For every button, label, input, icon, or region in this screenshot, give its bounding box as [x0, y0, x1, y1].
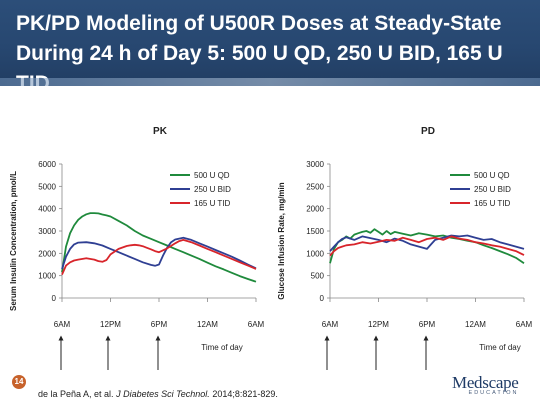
- pk-series-2-line: [61, 236, 257, 270]
- pk-x-tick-label: 6AM: [54, 320, 71, 329]
- pk-x-tick-label: 6AM: [248, 320, 265, 329]
- citation: de la Peña A, et al. J Diabetes Sci Tech…: [38, 389, 278, 399]
- pk-y-tick-label: 6000: [38, 160, 56, 169]
- title-banner: PK/PD Modeling of U500R Doses at Steady-…: [0, 0, 540, 95]
- pd-y-tick-label: 500: [311, 272, 325, 281]
- pk-y-tick-label: 0: [52, 294, 57, 303]
- citation-volume: 2014;8:821-829.: [212, 389, 278, 399]
- pk-y-tick-label: 5000: [38, 182, 56, 191]
- pd-x-tick-label: 6AM: [516, 320, 533, 329]
- pk-legend-label-3: 165 U TID: [194, 199, 231, 208]
- citation-journal: J Diabetes Sci Technol.: [116, 389, 210, 399]
- slide-number: 14: [12, 375, 26, 389]
- pd-y-tick-label: 2500: [306, 182, 324, 191]
- pk-legend-label-2: 250 U BID: [194, 185, 231, 194]
- pd-series-2-line: [329, 234, 525, 252]
- pk-x-tick-label: 6PM: [151, 320, 168, 329]
- pd-legend-label-3: 165 U TID: [474, 199, 511, 208]
- medscape-logo: Medscape EDUCATION: [452, 373, 519, 396]
- pd-x-tick-label: 6PM: [419, 320, 436, 329]
- pk-x-tick-label: 12AM: [197, 320, 218, 329]
- logo-subtitle: EDUCATION: [468, 390, 519, 396]
- pk-y-tick-label: 4000: [38, 205, 56, 214]
- pk-series-3-line: [61, 238, 257, 275]
- banner-stripe: [0, 78, 540, 86]
- citation-authors: de la Peña A, et al.: [38, 389, 114, 399]
- pk-y-tick-label: 2000: [38, 249, 56, 258]
- pd-series-3-line: [329, 235, 525, 257]
- pk-y-tick-label: 3000: [38, 227, 56, 236]
- pd-x-axis-label: Time of day: [479, 343, 521, 352]
- pd-y-tick-label: 1000: [306, 249, 324, 258]
- pd-y-axis-label: Glucose Infusion Rate, mg/min: [277, 182, 286, 299]
- pk-series-1-line: [61, 212, 257, 283]
- logo-wordmark: Medscape: [452, 373, 519, 392]
- pd-x-tick-label: 12PM: [368, 320, 389, 329]
- pk-chart-title: PK: [153, 126, 168, 137]
- slide-title: PK/PD Modeling of U500R Doses at Steady-…: [16, 12, 503, 95]
- pk-y-tick-label: 1000: [38, 272, 56, 281]
- pd-series-1-line: [329, 228, 525, 264]
- pd-legend-label-2: 250 U BID: [474, 185, 511, 194]
- pd-x-tick-label: 6AM: [322, 320, 339, 329]
- pd-legend-label-1: 500 U QD: [474, 171, 510, 180]
- pk-x-tick-label: 12PM: [100, 320, 121, 329]
- pd-chart-title: PD: [421, 126, 435, 137]
- pd-x-tick-label: 12AM: [465, 320, 486, 329]
- pd-y-tick-label: 1500: [306, 227, 324, 236]
- pd-y-tick-label: 2000: [306, 205, 324, 214]
- pk-legend-label-1: 500 U QD: [194, 171, 230, 180]
- pk-x-axis-label: Time of day: [201, 343, 243, 352]
- pd-y-tick-label: 0: [320, 294, 325, 303]
- pd-y-tick-label: 3000: [306, 160, 324, 169]
- pk-y-axis-label: Serum Insulin Concentration, pmol/L: [9, 171, 18, 311]
